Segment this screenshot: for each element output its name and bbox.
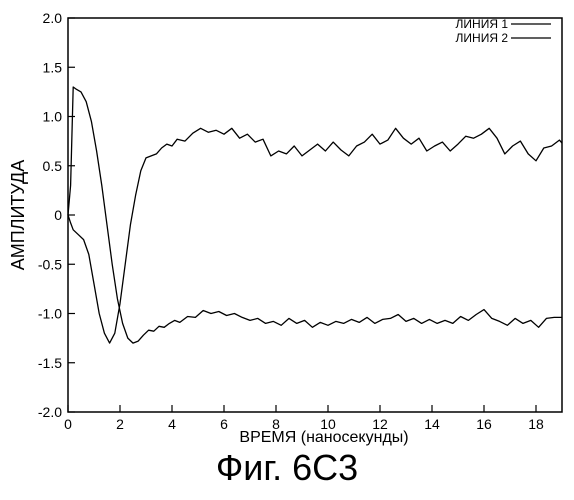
x-tick-label: 16 bbox=[476, 416, 492, 432]
figure-caption: Фиг. 6C3 bbox=[0, 446, 574, 490]
x-tick-label: 6 bbox=[220, 416, 228, 432]
x-tick-label: 0 bbox=[64, 416, 72, 432]
series-line-2 bbox=[68, 128, 562, 343]
y-tick-label: -0.5 bbox=[38, 256, 62, 272]
x-tick-label: 14 bbox=[424, 416, 440, 432]
x-axis-label: ВРЕМЯ (наносекунды) bbox=[239, 429, 408, 446]
y-tick-label: 1.0 bbox=[43, 109, 63, 125]
x-tick-label: 18 bbox=[528, 416, 544, 432]
y-tick-label: 0.5 bbox=[43, 158, 63, 174]
y-tick-label: 2.0 bbox=[43, 10, 63, 26]
plot-frame bbox=[68, 18, 562, 412]
legend-label-2: ЛИНИЯ 2 bbox=[456, 31, 509, 45]
legend-label-1: ЛИНИЯ 1 bbox=[456, 17, 509, 31]
series-layer bbox=[68, 87, 562, 343]
y-tick-label: 0 bbox=[54, 207, 62, 223]
legend: ЛИНИЯ 1ЛИНИЯ 2 bbox=[456, 17, 551, 45]
y-tick-label: 1.5 bbox=[43, 59, 63, 75]
y-tick-label: -2.0 bbox=[38, 404, 62, 420]
series-line-1 bbox=[68, 87, 562, 343]
axis-ticks: -2.0-1.5-1.0-0.500.51.01.52.002468101214… bbox=[38, 10, 544, 432]
x-tick-label: 4 bbox=[168, 416, 176, 432]
x-tick-label: 2 bbox=[116, 416, 124, 432]
y-tick-label: -1.0 bbox=[38, 306, 62, 322]
y-tick-label: -1.5 bbox=[38, 355, 62, 371]
y-axis-label: АМПЛИТУДА bbox=[8, 160, 28, 271]
